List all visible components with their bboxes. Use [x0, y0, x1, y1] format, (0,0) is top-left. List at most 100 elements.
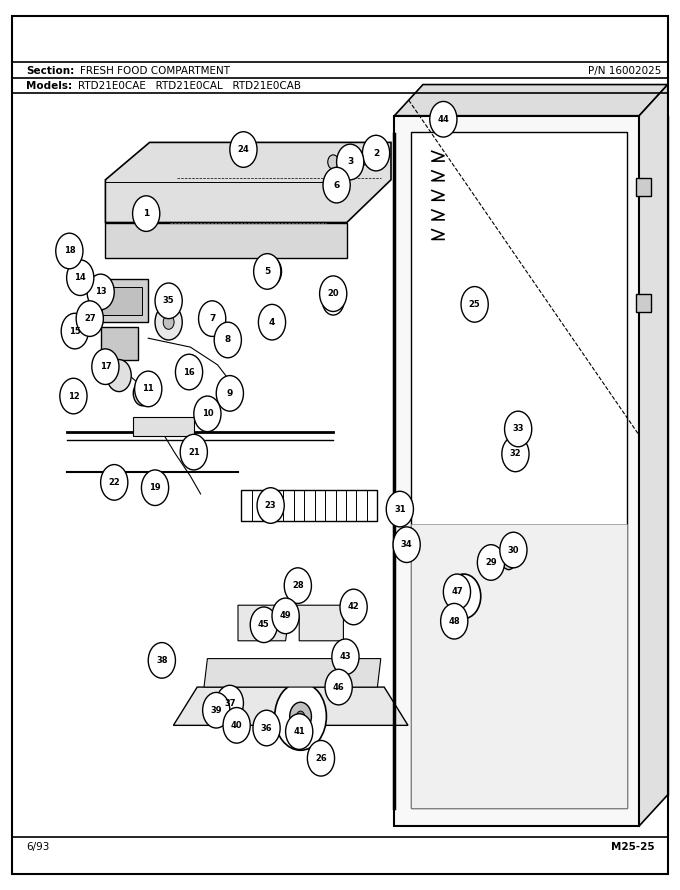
Text: 23: 23	[265, 501, 277, 510]
Text: Section:: Section:	[26, 66, 74, 77]
Circle shape	[163, 315, 174, 329]
Circle shape	[61, 313, 88, 349]
Text: 1: 1	[143, 209, 150, 218]
Circle shape	[458, 589, 469, 603]
Bar	[423, 116, 668, 795]
Circle shape	[272, 598, 299, 634]
Text: 25: 25	[469, 300, 481, 309]
Circle shape	[76, 301, 103, 336]
Bar	[411, 524, 627, 808]
Text: 17: 17	[99, 362, 112, 371]
Circle shape	[214, 322, 241, 358]
Text: 44: 44	[437, 115, 449, 124]
Circle shape	[328, 295, 338, 307]
Circle shape	[216, 376, 243, 411]
Text: 33: 33	[513, 425, 524, 433]
Circle shape	[275, 683, 326, 750]
Circle shape	[230, 132, 257, 167]
Text: 24: 24	[237, 145, 250, 154]
Circle shape	[60, 378, 87, 414]
Bar	[102, 287, 142, 315]
Text: 6: 6	[333, 181, 340, 190]
Text: 13: 13	[95, 287, 107, 296]
Circle shape	[155, 283, 182, 319]
Circle shape	[203, 692, 230, 728]
Circle shape	[357, 151, 368, 166]
Text: 31: 31	[394, 505, 406, 514]
Circle shape	[505, 411, 532, 447]
Circle shape	[502, 436, 529, 472]
Circle shape	[250, 607, 277, 643]
Text: 9: 9	[226, 389, 233, 398]
Text: 30: 30	[508, 546, 519, 554]
Text: 10: 10	[201, 409, 214, 418]
Circle shape	[328, 155, 339, 169]
Text: 16: 16	[183, 368, 195, 376]
Polygon shape	[394, 85, 668, 116]
Text: 36: 36	[260, 724, 273, 732]
Circle shape	[133, 381, 152, 406]
Text: M25-25: M25-25	[611, 842, 654, 853]
Text: 11: 11	[142, 384, 154, 393]
Circle shape	[322, 287, 344, 315]
Polygon shape	[105, 142, 391, 222]
Text: 8: 8	[224, 336, 231, 344]
Text: 19: 19	[149, 483, 161, 492]
Circle shape	[92, 349, 119, 384]
Bar	[394, 116, 639, 826]
Circle shape	[441, 603, 468, 639]
Polygon shape	[105, 222, 347, 258]
Circle shape	[199, 301, 226, 336]
Circle shape	[260, 257, 282, 286]
Text: 7: 7	[209, 314, 216, 323]
Circle shape	[148, 643, 175, 678]
Circle shape	[430, 101, 457, 137]
Circle shape	[286, 714, 313, 749]
Polygon shape	[173, 687, 408, 725]
Circle shape	[337, 144, 364, 180]
Circle shape	[155, 304, 182, 340]
Text: 43: 43	[339, 652, 352, 661]
Text: 20: 20	[327, 289, 339, 298]
Circle shape	[180, 434, 207, 470]
Text: 34: 34	[401, 540, 413, 549]
Text: 40: 40	[231, 721, 243, 730]
Circle shape	[371, 146, 381, 160]
Circle shape	[254, 254, 281, 289]
Text: 26: 26	[315, 754, 327, 763]
Text: 4: 4	[269, 318, 275, 327]
Polygon shape	[639, 85, 668, 826]
Text: 42: 42	[347, 603, 360, 611]
Circle shape	[320, 276, 347, 311]
Circle shape	[362, 135, 390, 171]
Bar	[636, 178, 651, 196]
Circle shape	[290, 702, 311, 731]
Text: 14: 14	[74, 273, 86, 282]
Polygon shape	[238, 605, 343, 641]
Text: 32: 32	[509, 449, 522, 458]
Circle shape	[443, 574, 471, 610]
Text: 46: 46	[333, 683, 345, 692]
Text: 48: 48	[448, 617, 460, 626]
Circle shape	[340, 589, 367, 625]
Text: 5: 5	[264, 267, 271, 276]
Bar	[411, 132, 627, 808]
Text: 35: 35	[163, 296, 175, 305]
Circle shape	[67, 260, 94, 295]
Text: 22: 22	[108, 478, 120, 487]
Text: 6/93: 6/93	[26, 842, 49, 853]
Circle shape	[257, 488, 284, 523]
Circle shape	[223, 708, 250, 743]
Text: 28: 28	[292, 581, 304, 590]
Circle shape	[447, 574, 481, 619]
Text: 12: 12	[67, 392, 80, 401]
Circle shape	[175, 354, 203, 390]
Text: 27: 27	[84, 314, 96, 323]
Bar	[101, 327, 138, 360]
Circle shape	[258, 304, 286, 340]
Text: 47: 47	[451, 587, 463, 596]
Text: 37: 37	[224, 699, 235, 708]
Circle shape	[332, 639, 359, 675]
Text: 15: 15	[69, 327, 81, 336]
Circle shape	[216, 685, 243, 721]
